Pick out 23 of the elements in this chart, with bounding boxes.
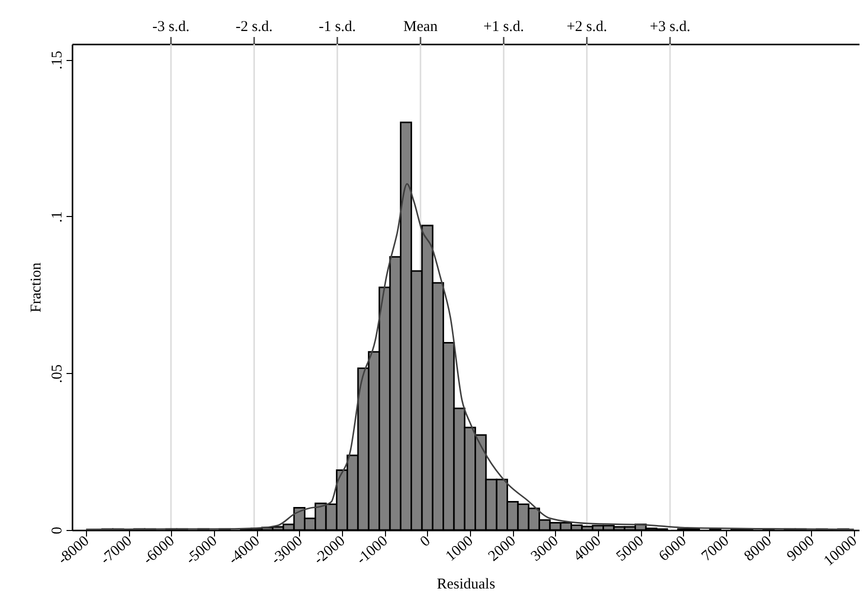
x-tick-label: 8000	[742, 533, 775, 565]
x-tick-label: 6000	[656, 533, 690, 565]
x-tick-label: 5000	[614, 533, 647, 565]
x-tick-label: 7000	[698, 533, 732, 565]
y-tick-label: 0	[50, 526, 66, 534]
ref-line-label: +2 s.d.	[566, 19, 608, 35]
y-tick-label: .15	[50, 50, 66, 70]
x-tick-label: 3000	[528, 533, 562, 565]
ref-line-label: +3 s.d.	[650, 19, 690, 35]
ref-line-label: -3 s.d.	[152, 19, 190, 35]
y-axis-title: Fraction	[28, 262, 44, 312]
y-tick-label: .1	[50, 211, 66, 223]
x-tick-label: 2000	[486, 533, 519, 565]
ref-line-label: Mean	[403, 19, 438, 35]
ref-line-label: -2 s.d.	[236, 19, 273, 35]
y-tick-label: .05	[50, 364, 66, 384]
ref-line-label: -1 s.d.	[318, 19, 356, 35]
x-axis-title: Residuals	[436, 576, 496, 593]
x-tick-label: 9000	[784, 533, 818, 565]
ref-line-label: +1 s.d.	[483, 19, 524, 35]
x-tick-label: 0	[418, 533, 434, 550]
x-tick-label: 4000	[570, 533, 604, 565]
x-tick-label: 1000	[443, 533, 476, 565]
